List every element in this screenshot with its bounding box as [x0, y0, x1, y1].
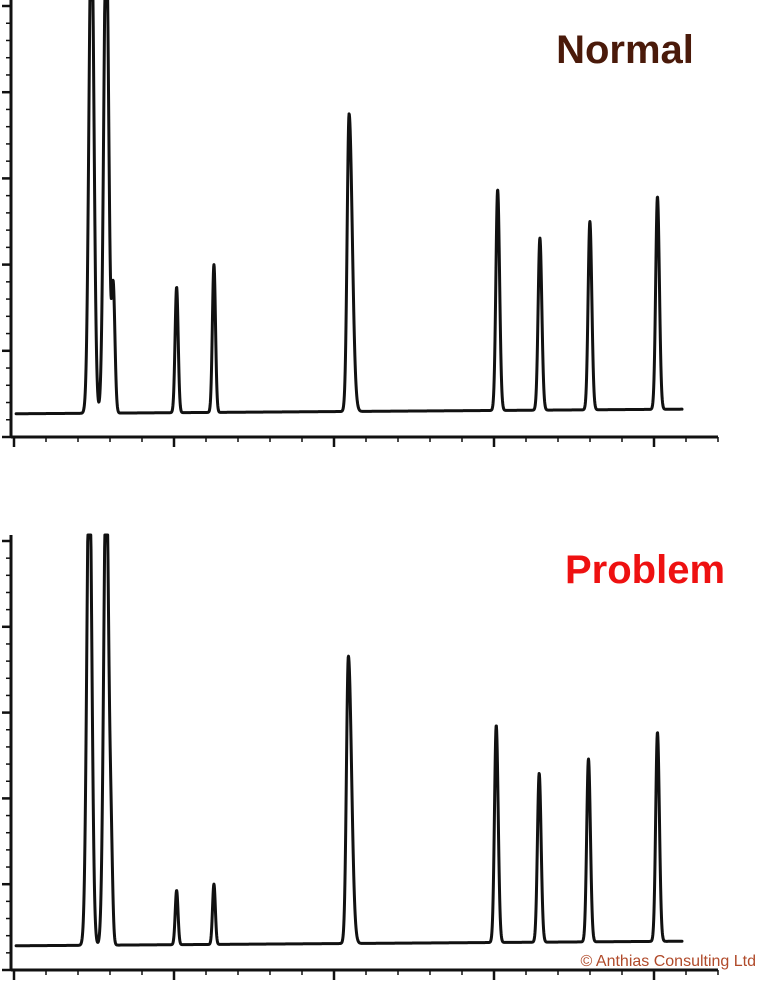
y-axis [2, 535, 13, 972]
chromatogram-normal: Normal [2, 0, 719, 447]
panel-title: Problem [565, 548, 725, 592]
y-axis [2, 0, 13, 439]
chromatogram-trace [14, 0, 684, 416]
chromatogram-trace [14, 533, 684, 948]
chromatogram-problem: Problem [2, 533, 725, 980]
x-axis [11, 435, 719, 447]
x-axis [11, 968, 719, 980]
copyright-notice: © Anthias Consulting Ltd [581, 953, 756, 970]
panel-title: Normal [556, 28, 694, 72]
